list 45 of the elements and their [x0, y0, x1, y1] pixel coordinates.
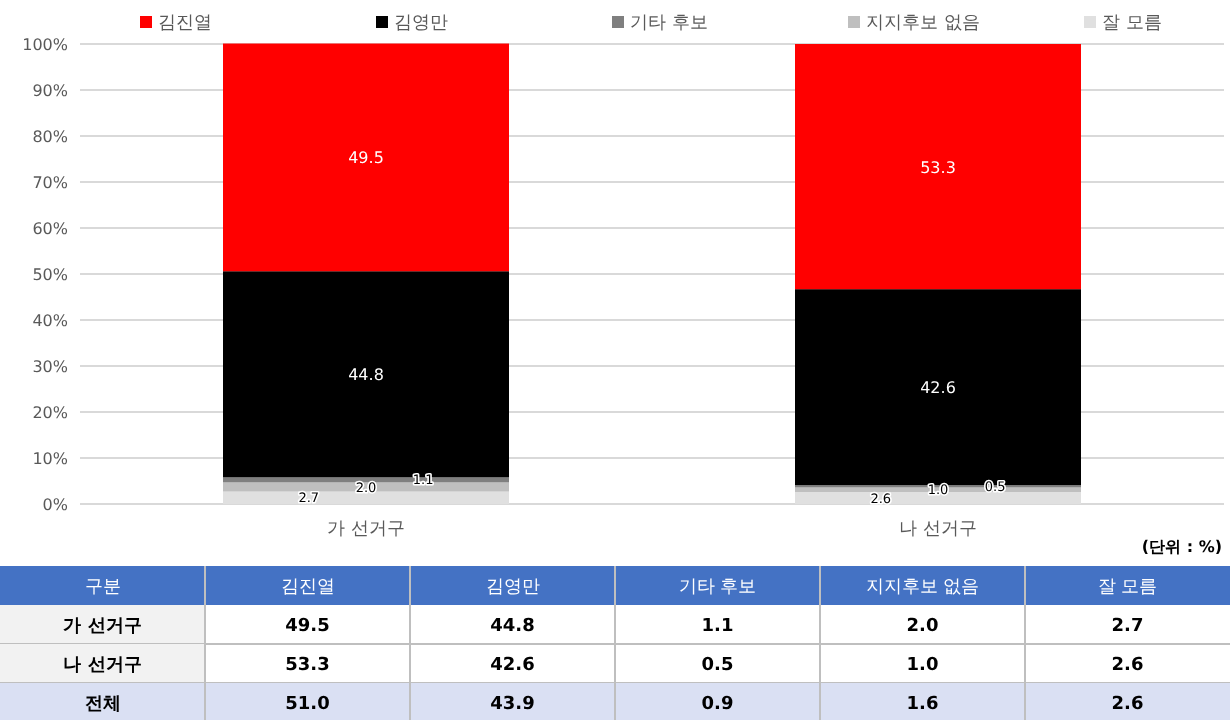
y-tick-label: 30% — [32, 358, 69, 376]
y-tick-label: 0% — [42, 496, 69, 514]
text: 42.6 — [490, 656, 535, 676]
text: 기타 후보 — [678, 578, 757, 598]
legend-label: 김진열 — [158, 14, 212, 34]
text: 0.9 — [701, 695, 734, 715]
data-label: 49.5 — [348, 149, 384, 168]
text: 2.6 — [1111, 656, 1144, 676]
text: 구분 — [84, 578, 121, 598]
y-tick-label: 20% — [32, 404, 69, 422]
y-tick-label: 60% — [32, 220, 69, 238]
y-tick-label: 50% — [32, 266, 69, 284]
text: 2.0 — [906, 617, 939, 637]
text: 53.3 — [285, 656, 330, 676]
category-label: 나 선거구 — [63, 656, 142, 676]
legend-label: 지지후보 없음 — [866, 14, 980, 34]
data-label: 53.3 — [920, 158, 956, 177]
text: 43.9 — [490, 695, 535, 715]
text: 지지후보 없음 — [865, 578, 980, 598]
text: 2.6 — [1111, 695, 1144, 715]
legend-label: 김영만 — [394, 14, 448, 34]
data-label: 44.8 — [348, 366, 384, 385]
text: 1.6 — [906, 695, 939, 715]
category-label: 가 선거구 — [63, 617, 142, 637]
data-label: 42.6 — [920, 379, 956, 398]
y-tick-label: 90% — [32, 82, 69, 100]
text: 0.5 — [701, 656, 734, 676]
legend-label: 기타 후보 — [630, 14, 708, 34]
y-tick-label: 70% — [32, 174, 69, 192]
y-tick-label: 100% — [22, 36, 69, 54]
text: 51.0 — [285, 695, 330, 715]
text: 2.7 — [1111, 617, 1144, 637]
text: 1.1 — [701, 617, 734, 637]
text: 49.5 — [285, 617, 330, 637]
text: 김진열 — [280, 578, 335, 598]
text: 44.8 — [490, 617, 535, 637]
text: 1.0 — [906, 656, 939, 676]
y-tick-label: 40% — [32, 312, 69, 330]
text: 김영만 — [485, 578, 540, 598]
text: (단위 : %) — [1141, 538, 1222, 556]
y-tick-label: 10% — [32, 450, 69, 468]
text: 전체 — [84, 695, 121, 715]
text: 잘 모름 — [1097, 578, 1158, 598]
legend-label: 잘 모름 — [1102, 14, 1162, 34]
y-tick-label: 80% — [32, 128, 69, 146]
